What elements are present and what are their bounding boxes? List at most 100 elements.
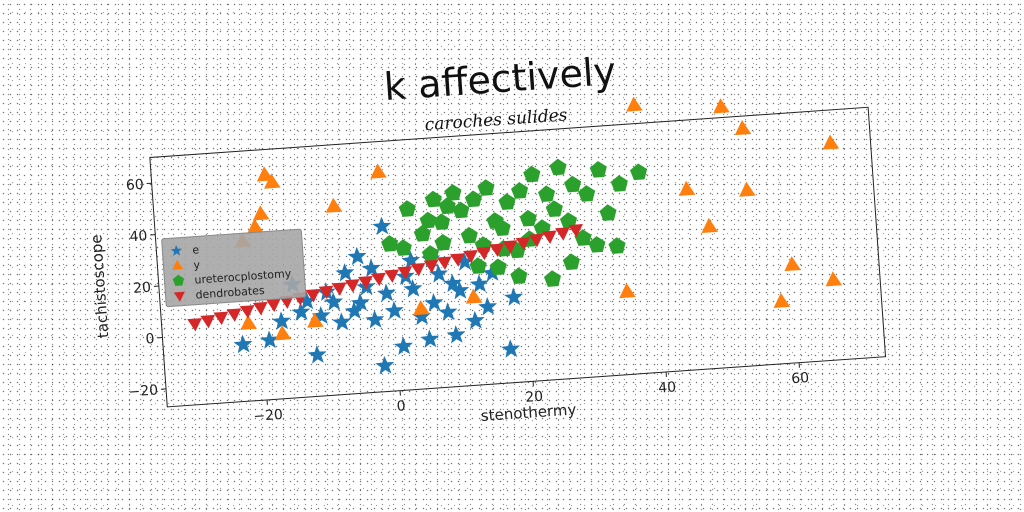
data-point — [274, 325, 292, 341]
data-point — [450, 280, 470, 300]
y-tick-label: 20 — [133, 280, 152, 297]
data-point — [361, 258, 381, 278]
data-point — [344, 301, 364, 320]
data-point — [271, 311, 291, 330]
data-point — [734, 120, 752, 136]
data-point — [266, 298, 281, 313]
data-point — [523, 165, 541, 183]
data-point — [825, 271, 843, 287]
data-point — [434, 233, 452, 251]
data-point — [626, 96, 643, 112]
x-tick-label: 40 — [658, 379, 677, 396]
data-point — [297, 291, 317, 310]
data-point — [454, 252, 474, 271]
axes-frame — [149, 106, 887, 408]
data-point — [619, 283, 636, 299]
data-point — [464, 190, 482, 208]
data-point — [493, 219, 511, 237]
chart-subtitle: caroches sulides — [424, 105, 568, 135]
data-point — [442, 273, 462, 293]
y-tick-label: 0 — [145, 331, 155, 348]
data-point — [543, 270, 562, 287]
data-point — [307, 345, 327, 364]
data-point — [187, 318, 202, 332]
data-point — [559, 212, 578, 229]
legend-label: y — [193, 258, 201, 271]
data-point — [489, 243, 505, 257]
data-point — [610, 175, 628, 192]
data-point — [511, 182, 529, 199]
data-point — [424, 190, 442, 208]
data-point — [332, 312, 352, 331]
data-point — [504, 287, 524, 306]
data-point — [252, 205, 270, 221]
data-point — [335, 263, 355, 282]
data-point — [381, 235, 399, 252]
data-point — [436, 256, 452, 270]
data-point — [444, 184, 462, 201]
data-point — [630, 163, 648, 181]
data-point — [419, 211, 437, 229]
data-point — [344, 279, 360, 293]
data-point — [568, 224, 583, 238]
data-point — [449, 253, 465, 267]
data-point — [233, 334, 253, 354]
legend-box — [161, 228, 307, 308]
data-point — [226, 308, 242, 322]
data-point — [482, 263, 502, 282]
y-tick-label: −20 — [128, 382, 159, 400]
x-tick-label: −20 — [253, 407, 284, 425]
data-point — [311, 306, 331, 325]
data-point — [773, 292, 791, 309]
data-point — [365, 310, 385, 329]
x-axis: −20 0 20 40 60 — [253, 362, 810, 425]
data-point — [528, 233, 544, 248]
data-point — [608, 237, 626, 254]
data-point — [424, 292, 444, 312]
x-axis-label: stenothermy — [480, 400, 577, 425]
data-point — [371, 272, 386, 287]
data-point — [350, 292, 370, 312]
legend-marker — [172, 259, 184, 270]
data-point — [701, 217, 719, 233]
data-point — [498, 193, 516, 210]
data-point — [429, 264, 448, 283]
x-tick-label: 0 — [396, 398, 406, 415]
data-point — [438, 197, 456, 215]
data-point — [452, 201, 470, 219]
data-point — [420, 329, 440, 348]
x-tick-label: 20 — [525, 389, 544, 406]
data-point — [469, 274, 489, 293]
data-point — [384, 269, 399, 283]
data-point — [375, 355, 395, 375]
data-point — [599, 204, 617, 221]
data-point — [239, 305, 255, 319]
y-axis-label: tachistoscope — [87, 234, 112, 339]
data-point — [574, 229, 592, 246]
series-layer — [187, 96, 843, 375]
data-point — [291, 302, 311, 321]
data-point — [589, 161, 607, 178]
data-point — [256, 166, 274, 182]
data-point — [515, 237, 531, 251]
legend-marker — [173, 291, 185, 302]
data-point — [541, 230, 557, 244]
legend-label: e — [192, 243, 200, 256]
y-axis: −20 0 20 40 60 — [125, 177, 167, 400]
data-point — [502, 240, 518, 254]
data-point — [213, 311, 229, 326]
data-point — [564, 175, 582, 193]
data-point — [477, 179, 495, 196]
legend-marker — [170, 244, 182, 257]
series-ureterocplostomy — [381, 158, 648, 287]
data-point — [476, 246, 491, 261]
data-point — [259, 330, 279, 349]
data-point — [713, 98, 730, 114]
data-point — [247, 218, 264, 234]
data-point — [562, 253, 580, 270]
data-point — [307, 312, 324, 328]
data-point — [438, 302, 458, 321]
plot-area: caroches sulides −20 0 20 40 60 −20 0 20 40 60 e… — [87, 96, 887, 425]
data-point — [384, 300, 404, 320]
